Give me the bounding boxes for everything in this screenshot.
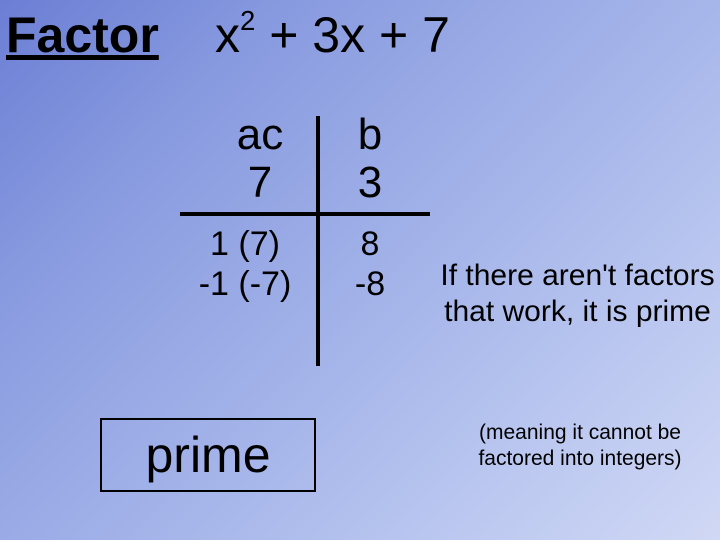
sum-2: -8: [340, 264, 400, 304]
ac-value: 7: [220, 158, 300, 208]
b-label: b: [340, 110, 400, 160]
b-value: 3: [340, 158, 400, 208]
expr-rest: + 3x + 7: [255, 7, 450, 63]
factor-pairs: 1 (7) -1 (-7): [180, 224, 310, 304]
slide: Factor x2 + 3x + 7 ac 7 b 3 1 (7) -1 (-7…: [0, 0, 720, 540]
expr-x: x: [215, 7, 240, 63]
factor-sums: 8 -8: [340, 224, 400, 304]
pair-1: 1 (7): [180, 224, 310, 264]
ac-label: ac: [220, 110, 300, 160]
title: Factor: [6, 6, 159, 64]
table-hline: [180, 212, 430, 216]
note: If there aren't factors that work, it is…: [440, 258, 715, 330]
prime-box: prime: [100, 418, 316, 492]
expr-exp: 2: [240, 5, 255, 36]
sum-1: 8: [340, 224, 400, 264]
expression: x2 + 3x + 7: [215, 6, 450, 64]
pair-2: -1 (-7): [180, 264, 310, 304]
table-vline: [316, 116, 320, 366]
note-small: (meaning it cannot be factored into inte…: [450, 420, 710, 472]
prime-text: prime: [145, 426, 270, 484]
